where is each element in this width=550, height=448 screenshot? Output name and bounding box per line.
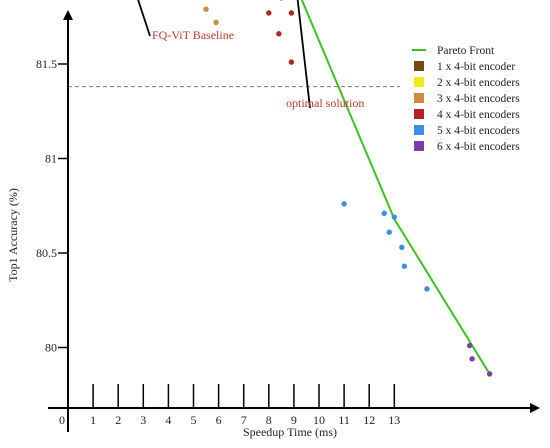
y-tick-label: 81	[45, 152, 57, 166]
data-point-series-4	[288, 59, 295, 65]
x-tick-label: 3	[140, 413, 146, 427]
baseline-annotation: FQ-ViT Baseline	[152, 28, 234, 42]
x-tick-label: 1	[90, 413, 96, 427]
y-tick-label: 81.5	[36, 57, 57, 71]
data-point-series-5	[381, 210, 387, 217]
legend: Pareto Front 1 x 4-bit encoder 2 x 4-bit e…	[412, 45, 520, 153]
legend-label-series-5: 5 x 4-bit encoders	[437, 125, 520, 137]
legend-swatch-series-6	[414, 141, 424, 151]
annotations: FQ-ViT Baseline optimal solution	[137, 0, 364, 110]
x-tick-label: 12	[363, 413, 375, 427]
x-tick-label: 5	[191, 413, 197, 427]
x-tick-label: 4	[165, 413, 171, 427]
legend-swatch-series-2	[414, 77, 424, 87]
data-point-series-4	[279, 0, 283, 1]
x-tick-label: 11	[338, 413, 350, 427]
y-axis-label: Top1 Accuracy (%)	[6, 188, 20, 282]
x-tick-label: 7	[241, 413, 247, 427]
data-point-series-5	[386, 229, 392, 235]
data-point-series-5	[399, 244, 405, 251]
x-tick-label: 9	[291, 413, 297, 427]
data-point-series-3	[213, 19, 219, 26]
data-point-series-6	[469, 356, 475, 362]
data-point-series-5	[391, 214, 397, 220]
data-point-series-5	[424, 286, 430, 292]
optimal-solution-arrow	[296, 0, 311, 109]
legend-swatch-series-1	[414, 61, 424, 71]
pareto-front-line	[300, 0, 491, 375]
legend-label-series-1: 1 x 4-bit encoder	[437, 61, 515, 73]
legend-swatch-series-3	[414, 93, 424, 103]
data-point-series-6	[486, 371, 493, 377]
data-point-series-5	[401, 263, 408, 269]
x-tick-label: 2	[115, 413, 121, 427]
data-point-series-5	[341, 201, 347, 207]
x-tick-label: 10	[313, 413, 325, 427]
x-tick-label: 8	[266, 413, 272, 427]
data-point-series-3	[203, 6, 209, 12]
data-point-series-4	[266, 10, 272, 16]
x-tick-label: 6	[216, 413, 222, 427]
data-point-series-4	[276, 31, 282, 37]
legend-label-series-3: 3 x 4-bit encoders	[437, 93, 520, 105]
legend-label-series-6: 6 x 4-bit encoders	[437, 141, 520, 153]
pareto-front	[300, 0, 491, 375]
x-axis-label: Speedup Time (ms)	[243, 425, 337, 439]
baseline-arrow	[137, 0, 151, 37]
data-point-series-4	[288, 10, 295, 16]
legend-label-series-4: 4 x 4-bit encoders	[437, 109, 520, 121]
data-point-series-6	[466, 342, 473, 349]
legend-label-series-2: 2 x 4-bit encoders	[437, 77, 520, 89]
axes	[48, 10, 540, 432]
reference-lines	[68, 86, 400, 88]
y-tick-label: 80.5	[36, 246, 57, 260]
legend-swatch-series-4	[414, 109, 424, 119]
data-points	[203, 0, 493, 377]
legend-label-pareto: Pareto Front	[437, 45, 495, 57]
optimal-solution-annotation: optimal solution	[286, 96, 364, 110]
x-tick-label: 0	[59, 413, 65, 427]
x-tick-label: 13	[388, 413, 400, 427]
y-tick-label: 80	[45, 341, 57, 355]
legend-swatch-series-5	[414, 125, 424, 135]
